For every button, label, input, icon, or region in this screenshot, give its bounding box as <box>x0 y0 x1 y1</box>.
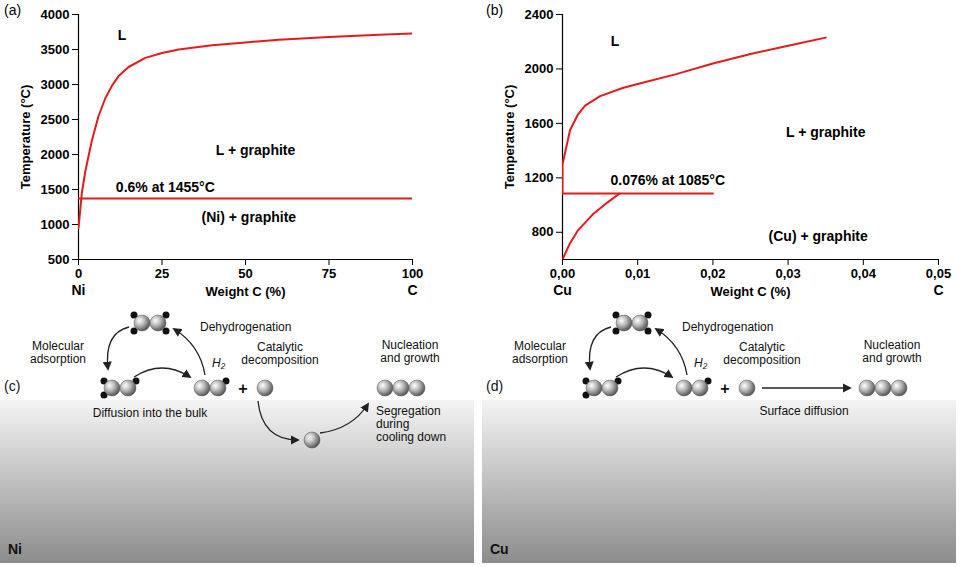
svg-text:(Ni) + graphite: (Ni) + graphite <box>202 209 297 225</box>
svg-text:L + graphite: L + graphite <box>216 142 296 158</box>
svg-text:(d): (d) <box>486 378 503 394</box>
svg-text:H₂: H₂ <box>694 356 708 370</box>
svg-text:Dehydrogenation: Dehydrogenation <box>682 320 773 334</box>
svg-text:Nucleationand growth: Nucleationand growth <box>862 338 921 365</box>
svg-text:C: C <box>933 282 943 298</box>
svg-text:0,01: 0,01 <box>625 266 650 281</box>
svg-text:Catalyticdecomposition: Catalyticdecomposition <box>723 340 800 367</box>
svg-text:+: + <box>720 380 729 397</box>
svg-text:1600: 1600 <box>525 116 554 131</box>
svg-text:25: 25 <box>155 266 169 281</box>
svg-text:Surface diffusion: Surface diffusion <box>759 404 848 418</box>
svg-text:2000: 2000 <box>525 61 554 76</box>
svg-text:Ni: Ni <box>72 282 86 298</box>
svg-text:0,02: 0,02 <box>700 266 725 281</box>
svg-text:2000: 2000 <box>41 147 70 162</box>
svg-text:0.6% at 1455°C: 0.6% at 1455°C <box>116 179 215 195</box>
html-text:(a): (a) <box>4 2 22 18</box>
svg-text:0,05: 0,05 <box>926 266 951 281</box>
svg-text:Nucleationand growth: Nucleationand growth <box>380 338 439 365</box>
svg-text:2400: 2400 <box>525 7 554 22</box>
svg-text:3500: 3500 <box>41 42 70 57</box>
svg-text:0,00: 0,00 <box>550 266 575 281</box>
svg-text:(c): (c) <box>4 378 20 394</box>
svg-text:800: 800 <box>532 224 554 239</box>
html-text:(b): (b) <box>486 2 504 18</box>
svg-text:Cu: Cu <box>490 541 509 557</box>
svg-text:Dehydrogenation: Dehydrogenation <box>200 320 291 334</box>
svg-text:500: 500 <box>48 252 70 267</box>
svg-text:Molecularadsorption: Molecularadsorption <box>512 339 568 366</box>
svg-text:0.076% at 1085°C: 0.076% at 1085°C <box>610 172 725 188</box>
svg-text:0,04: 0,04 <box>851 266 877 281</box>
svg-text:0: 0 <box>75 266 82 281</box>
svg-text:1500: 1500 <box>41 182 70 197</box>
svg-text:Ni: Ni <box>8 541 22 557</box>
svg-text:75: 75 <box>322 266 336 281</box>
svg-text:0,03: 0,03 <box>775 266 800 281</box>
svg-text:Temperature (°C): Temperature (°C) <box>502 85 517 190</box>
svg-text:Diffusion into the bulk: Diffusion into the bulk <box>93 406 209 420</box>
svg-text:4000: 4000 <box>41 7 70 22</box>
svg-text:L + graphite: L + graphite <box>786 124 866 140</box>
svg-text:3000: 3000 <box>41 77 70 92</box>
svg-text:H₂: H₂ <box>212 356 226 370</box>
svg-text:Temperature (°C): Temperature (°C) <box>18 85 33 190</box>
svg-text:Cu: Cu <box>553 282 572 298</box>
svg-text:Molecularadsorption: Molecularadsorption <box>30 339 86 366</box>
svg-text:L: L <box>118 27 127 43</box>
svg-text:C: C <box>407 282 417 298</box>
svg-text:1200: 1200 <box>525 170 554 185</box>
svg-text:Catalyticdecomposition: Catalyticdecomposition <box>241 340 318 367</box>
svg-text:2500: 2500 <box>41 112 70 127</box>
svg-text:Weight C (%): Weight C (%) <box>206 284 286 299</box>
svg-text:50: 50 <box>238 266 252 281</box>
svg-text:Weight C (%): Weight C (%) <box>711 284 791 299</box>
svg-text:L: L <box>611 33 620 49</box>
svg-text:1000: 1000 <box>41 217 70 232</box>
svg-text:100: 100 <box>402 266 424 281</box>
svg-text:+: + <box>238 380 247 397</box>
svg-text:(Cu) + graphite: (Cu) + graphite <box>769 228 868 244</box>
svg-text:Segregationduringcooling down: Segregationduringcooling down <box>376 404 446 444</box>
